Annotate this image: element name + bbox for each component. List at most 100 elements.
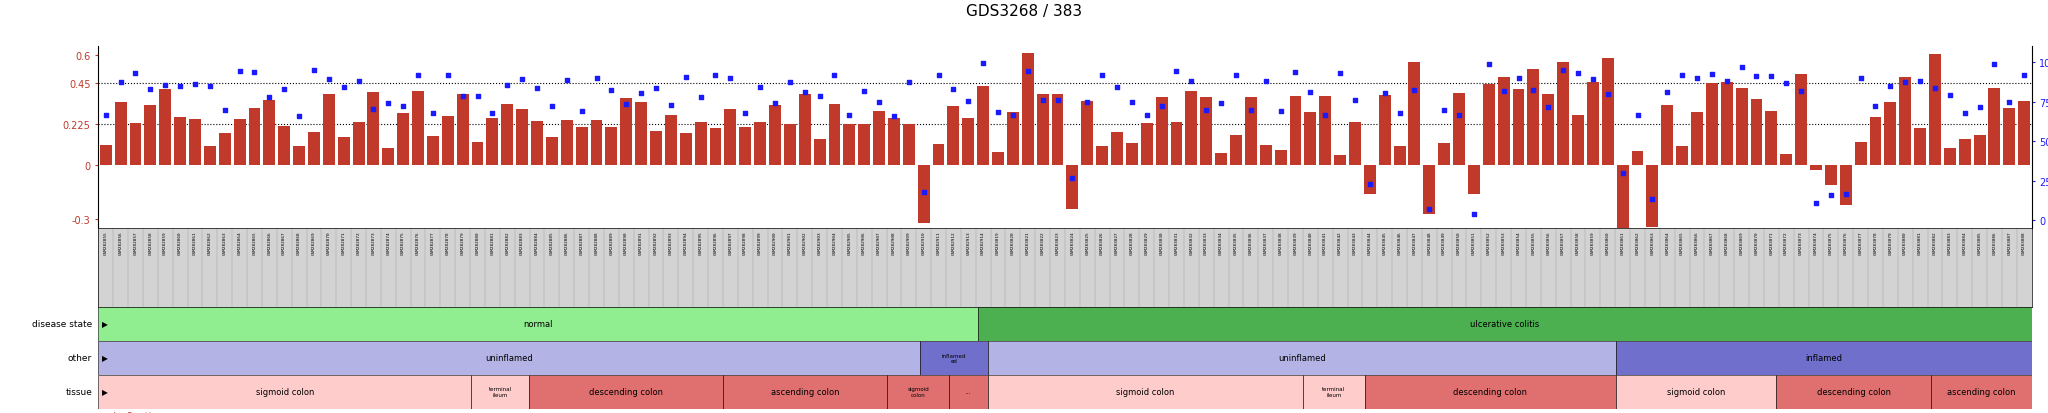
Point [1085, 73, 1118, 79]
Point [1427, 107, 1460, 114]
Bar [1870, 117, 1882, 165]
Text: GSM283022: GSM283022 [1040, 230, 1044, 254]
Point [1651, 89, 1683, 96]
Bar [160, 90, 172, 165]
Bar [1409, 63, 1421, 165]
Point [268, 87, 301, 93]
Text: GSM282914: GSM282914 [981, 230, 985, 254]
Point [1800, 200, 1833, 207]
Bar [293, 147, 305, 165]
Point [1681, 76, 1714, 83]
Point [432, 72, 465, 79]
Text: GSM283066: GSM283066 [1696, 230, 1700, 254]
Bar [680, 134, 692, 165]
Bar [1036, 95, 1049, 165]
Point [2007, 73, 2040, 79]
Text: GSM283079: GSM283079 [1888, 230, 1892, 254]
Bar [205, 146, 215, 165]
Bar [248, 109, 260, 165]
Bar [2017, 102, 2030, 165]
Point [254, 95, 287, 101]
Bar [1616, 165, 1628, 228]
Bar [1022, 54, 1034, 165]
Bar [397, 114, 410, 165]
Bar [324, 95, 334, 165]
Text: inflamed
ed: inflamed ed [942, 353, 967, 363]
Text: GSM283053: GSM283053 [1501, 230, 1505, 254]
Bar [1483, 85, 1495, 165]
Text: GSM282887: GSM282887 [580, 230, 584, 254]
Point [283, 113, 315, 120]
Bar [233, 120, 246, 165]
Text: ulcerative colitis: ulcerative colitis [1470, 320, 1540, 329]
Bar [457, 95, 469, 165]
Bar [606, 128, 616, 165]
Text: GSM282864: GSM282864 [238, 230, 242, 254]
Bar [1008, 113, 1018, 165]
Text: GSM282908: GSM282908 [893, 230, 895, 254]
Point [401, 72, 434, 79]
Point [848, 88, 881, 95]
Point [1636, 196, 1669, 203]
Point [1829, 191, 1862, 198]
Bar [977, 87, 989, 165]
Text: GSM283052: GSM283052 [1487, 230, 1491, 254]
Text: GSM282913: GSM282913 [967, 230, 971, 254]
Point [1710, 78, 1743, 85]
Point [1071, 100, 1104, 106]
Point [328, 85, 360, 91]
Bar [1274, 151, 1286, 165]
Text: GSM283072: GSM283072 [1784, 230, 1788, 254]
Point [193, 84, 225, 90]
Point [1204, 101, 1237, 107]
Point [1487, 88, 1520, 95]
Point [1458, 211, 1491, 218]
Text: GSM282893: GSM282893 [670, 230, 674, 254]
Point [596, 88, 629, 94]
Bar [844, 125, 856, 165]
Text: GSM282867: GSM282867 [283, 230, 287, 254]
Point [1190, 107, 1223, 114]
Text: GSM282866: GSM282866 [268, 230, 270, 254]
Bar [1931, 375, 2032, 409]
Text: GSM283039: GSM283039 [1294, 230, 1298, 254]
Bar [1751, 100, 1763, 165]
Bar [1245, 98, 1257, 165]
Point [981, 109, 1014, 116]
Bar [1126, 144, 1139, 165]
Text: GSM283027: GSM283027 [1114, 230, 1118, 254]
Text: GSM282878: GSM282878 [446, 230, 451, 254]
Text: GSM283030: GSM283030 [1159, 230, 1163, 254]
Text: GSM283069: GSM283069 [1739, 230, 1743, 254]
Text: GSM282865: GSM282865 [252, 230, 256, 254]
Bar [829, 105, 840, 165]
Bar [784, 125, 797, 165]
Point [729, 110, 762, 117]
Text: GSM282899: GSM282899 [758, 230, 762, 254]
Bar [1810, 165, 1823, 171]
Point [1442, 112, 1475, 119]
Text: GSM282912: GSM282912 [952, 230, 956, 254]
Bar [1333, 156, 1346, 165]
Point [1724, 65, 1757, 71]
Bar [338, 138, 350, 165]
Text: GSM283029: GSM283029 [1145, 230, 1149, 254]
Text: GSM282877: GSM282877 [430, 230, 434, 254]
Text: ■ log2 ratio: ■ log2 ratio [102, 411, 158, 413]
Text: GSM283059: GSM283059 [1591, 230, 1595, 254]
Bar [1647, 165, 1659, 227]
Point [1919, 85, 1952, 92]
Text: other: other [68, 354, 92, 363]
Bar [987, 375, 1303, 409]
Text: GSM282883: GSM282883 [520, 230, 524, 254]
Bar [1839, 165, 1851, 206]
Point [520, 85, 553, 92]
Bar [1884, 102, 1896, 165]
Bar [516, 109, 528, 165]
Point [551, 78, 584, 84]
Bar [1675, 146, 1688, 165]
Bar [1556, 63, 1569, 165]
Text: GSM283070: GSM283070 [1755, 230, 1759, 254]
Text: GSM282860: GSM282860 [178, 230, 182, 254]
Text: GSM282900: GSM282900 [772, 230, 776, 254]
